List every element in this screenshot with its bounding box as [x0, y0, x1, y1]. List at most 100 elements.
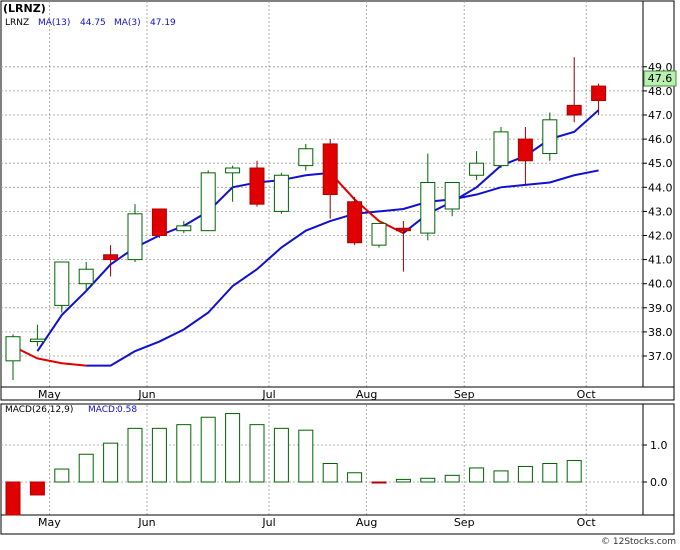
candle	[347, 196, 363, 246]
macd-bar	[54, 468, 70, 483]
candle	[322, 139, 338, 219]
candle-body	[517, 138, 533, 162]
candle	[298, 143, 314, 171]
candle-body	[322, 143, 338, 196]
price-x-tick-label: Jun	[137, 388, 155, 401]
candle	[566, 57, 582, 123]
price-tick-label: 46.0	[648, 133, 673, 146]
macd-bar	[176, 424, 192, 483]
macd-x-tick-label: Sep	[454, 516, 475, 529]
price-tick-label: 48.0	[648, 85, 673, 98]
macd-bar	[78, 453, 94, 483]
price-tick-label: 40.0	[648, 278, 673, 291]
macd-x-tick-label: May	[38, 516, 61, 529]
price-tick-label: 41.0	[648, 254, 673, 267]
candle-body	[591, 85, 607, 102]
candle-body	[249, 167, 265, 205]
macd-tick-label: 0.0	[650, 476, 668, 489]
legend-ma3-value: 47.19	[150, 18, 176, 28]
last-price-label: 47.6	[648, 72, 673, 85]
macd-bars	[5, 413, 582, 516]
candle	[225, 165, 241, 202]
macd-grid	[1, 405, 643, 515]
candle-body	[395, 227, 411, 232]
macd-bar	[371, 481, 387, 484]
chart-title: (LRNZ)	[3, 2, 46, 15]
macd-x-tick-label: Jul	[261, 516, 275, 529]
macd-title: MACD(26,12,9)	[5, 405, 73, 415]
macd-bar	[249, 424, 265, 483]
candle-body	[5, 336, 21, 362]
legend-ma13-value: 44.75	[80, 18, 106, 28]
macd-bar	[200, 416, 216, 483]
candle-body	[298, 148, 314, 167]
price-x-tick-label: Jul	[261, 388, 275, 401]
macd-y-axis: 0.0 1.0	[1, 404, 674, 516]
price-tick-label: 38.0	[648, 326, 673, 339]
candle-body	[200, 172, 216, 232]
candle	[54, 261, 70, 313]
candle-body	[542, 119, 558, 155]
candlesticks	[5, 57, 607, 381]
macd-bar	[469, 467, 485, 483]
candle-body	[225, 167, 241, 174]
price-tick-label: 39.0	[648, 302, 673, 315]
macd-bar	[566, 460, 582, 483]
macd-bar	[542, 463, 558, 483]
candle	[469, 151, 485, 181]
copyright-text: © 12Stocks.com	[601, 537, 676, 546]
macd-x-tick-label: Oct	[577, 516, 597, 529]
candle	[78, 262, 94, 291]
macd-bar	[493, 470, 509, 483]
macd-bar	[420, 477, 436, 483]
ma-fast-line-down	[329, 172, 404, 234]
candle	[176, 221, 192, 234]
ma-slow-line-down	[12, 345, 87, 367]
candle-body	[493, 131, 509, 167]
macd-bar	[127, 427, 143, 483]
macd-bar	[395, 478, 411, 483]
candle-body	[176, 225, 192, 232]
candle-body	[347, 201, 363, 244]
macd-x-axis: May Jun Jul Aug Sep Oct	[38, 516, 596, 529]
candle	[273, 172, 289, 214]
macd-bar	[273, 427, 289, 483]
price-grid	[1, 1, 643, 387]
price-tick-label: 45.0	[648, 157, 673, 170]
price-tick-label: 43.0	[648, 205, 673, 218]
candle-body	[420, 181, 436, 234]
candle	[29, 324, 45, 347]
candle	[151, 208, 167, 238]
price-panel-frame	[0, 0, 675, 401]
candle-body	[29, 338, 45, 343]
macd-bar	[517, 465, 533, 483]
candle-body	[54, 261, 70, 306]
macd-bar	[298, 429, 314, 483]
macd-bar	[151, 427, 167, 483]
macd-x-tick-label: Jun	[137, 516, 155, 529]
last-price-box	[643, 70, 677, 87]
candle	[420, 153, 436, 241]
candle	[5, 334, 21, 381]
price-x-tick-label: Oct	[577, 388, 597, 401]
candle	[200, 170, 216, 232]
price-x-tick-label: Aug	[356, 388, 377, 401]
macd-bar	[5, 481, 21, 516]
legend-ma13-label: MA(13)	[38, 18, 70, 28]
price-x-tick-label: May	[38, 388, 61, 401]
candle	[517, 127, 533, 185]
candle	[542, 112, 558, 161]
macd-bar	[347, 472, 363, 483]
candle	[395, 221, 411, 272]
macd-bar	[29, 481, 45, 496]
legend-symbol: LRNZ	[5, 18, 29, 28]
candle	[493, 127, 509, 169]
candle	[127, 204, 143, 263]
ma-slow-line	[86, 169, 599, 367]
candle-body	[273, 174, 289, 212]
price-x-axis: May Jun Jul Aug Sep Oct	[38, 388, 596, 401]
candle	[371, 222, 387, 248]
price-legend: LRNZ MA(13) 44.75 MA(3) 47.19	[5, 18, 176, 28]
